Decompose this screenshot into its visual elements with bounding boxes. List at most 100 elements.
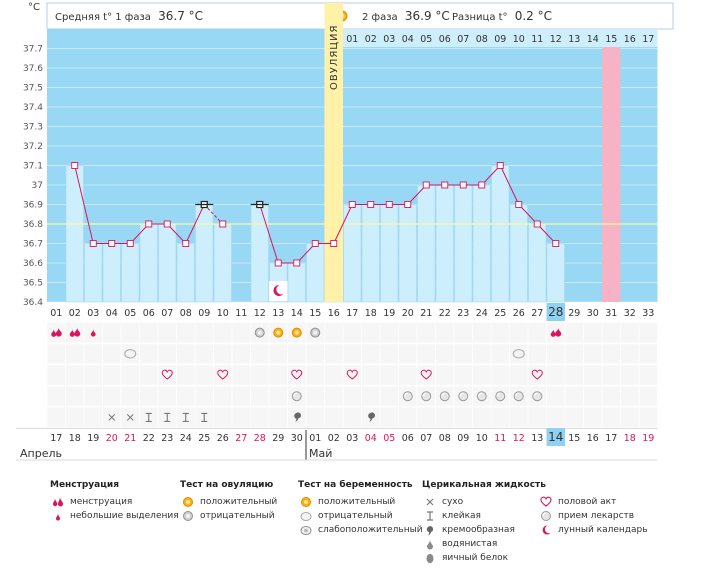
drop-double-icon <box>69 329 75 337</box>
legend-item-sticky: клейкая <box>422 509 546 523</box>
legend-pregnancy-test: Тест на беременность положительный отриц… <box>298 480 423 537</box>
symptom-cell <box>584 323 602 343</box>
phase2-day-label: 02 <box>365 34 377 45</box>
symptom-cell <box>214 386 232 406</box>
calendar-date-label: 13 <box>531 433 543 444</box>
cycle-day-label: 03 <box>87 308 99 319</box>
heart-icon <box>291 369 303 380</box>
legend-item-ov-positive: положительный <box>180 495 277 509</box>
moon-cell <box>269 281 288 301</box>
symptom-cell <box>214 365 232 385</box>
expected-period-column <box>602 29 621 302</box>
cycle-day-label: 21 <box>420 308 432 319</box>
y-tick-label: 36.8 <box>23 220 43 230</box>
pill-icon-shine <box>478 392 482 397</box>
temperature-bar <box>454 184 473 303</box>
symptom-cell <box>343 386 361 406</box>
calendar-date-label: 22 <box>143 433 155 444</box>
phase2-day-label: 16 <box>624 34 636 45</box>
cycle-day-label: 32 <box>624 308 636 319</box>
i-beam-icon <box>201 412 208 422</box>
symptom-cell <box>510 365 528 385</box>
symptom-cell <box>269 365 287 385</box>
legend-ovulation-test: Тест на овуляцию положительный отрицател… <box>180 480 277 523</box>
symptom-cell <box>325 386 343 406</box>
symptom-cell <box>121 386 139 406</box>
symptom-cell <box>491 365 509 385</box>
y-tick-label: 37.4 <box>23 103 43 113</box>
temperature-point <box>311 240 319 247</box>
symptom-cell <box>251 407 269 427</box>
symptom-cell <box>214 344 232 364</box>
calendar-date-label: 06 <box>402 433 414 444</box>
symptom-cell <box>343 407 361 427</box>
calendar-date-label: 11 <box>494 433 506 444</box>
cycle-day-label: 01 <box>50 308 62 319</box>
symptom-cell <box>473 365 491 385</box>
symptom-cell <box>269 407 287 427</box>
temperature-point <box>145 220 153 228</box>
symptom-cell <box>269 344 287 364</box>
phase2-strip <box>343 29 658 47</box>
temperature-point <box>422 181 430 189</box>
heart-icon <box>420 369 432 380</box>
cycle-day-label: 23 <box>457 308 469 319</box>
cycle-day-label: 22 <box>439 308 451 319</box>
symptom-cell <box>158 365 176 385</box>
y-tick-label: 37.3 <box>23 123 43 133</box>
pill-icon-shine <box>293 392 297 397</box>
legend-pregnancy-title: Тест на беременность <box>298 480 413 490</box>
temperature-bar <box>546 243 565 303</box>
drop-double-icon <box>555 327 562 337</box>
temperature-point <box>367 201 375 208</box>
temperature-line <box>499 165 520 205</box>
symptom-cell <box>565 386 583 406</box>
calendar-date-label: 03 <box>346 433 358 444</box>
symptom-cell <box>621 386 639 406</box>
calendar-date-label: 27 <box>235 433 247 444</box>
temperature-point <box>441 181 449 189</box>
calendar-date-label: 23 <box>161 433 173 444</box>
calendar-date-label: 25 <box>198 433 210 444</box>
phase2-day-label: 06 <box>439 34 451 45</box>
symptom-cell <box>639 386 657 406</box>
symptom-cell <box>195 323 213 343</box>
cycle-day-label: 05 <box>124 308 136 319</box>
symptom-cell <box>436 407 454 427</box>
symptom-cell <box>528 323 546 343</box>
temperature-bar <box>102 243 121 303</box>
temperature-point <box>71 162 79 169</box>
pill-icon <box>541 511 551 521</box>
plot-area: 36.4 36.5 36.6 36.7 36.8 36.9 37 37.1 37.2 37.3 37… <box>23 3 658 321</box>
symptom-cell <box>380 344 398 364</box>
temperature-point <box>89 240 97 247</box>
symptom-cell <box>454 344 472 364</box>
phase2-day-label: 15 <box>605 34 617 45</box>
cycle-day-label: 31 <box>605 308 617 319</box>
temperature-bar <box>491 165 510 303</box>
symptom-cell <box>399 407 417 427</box>
temperature-point <box>404 201 412 208</box>
drop-double-icon <box>53 497 63 507</box>
symptom-cell <box>621 344 639 364</box>
y-tick-label: 37.7 <box>23 45 43 55</box>
symptom-cell <box>66 386 84 406</box>
temperature-bar <box>361 204 380 303</box>
legend-item-dry: сухо <box>422 495 546 509</box>
symptom-cell <box>158 386 176 406</box>
symptom-cell <box>306 386 324 406</box>
temperature-point <box>459 181 467 189</box>
temperature-point <box>385 201 393 208</box>
phase2-day-label: 07 <box>457 34 469 45</box>
calendar-date-label: 17 <box>605 433 617 444</box>
moon-icon <box>542 525 551 535</box>
symptom-cell <box>343 323 361 343</box>
symptom-cell <box>177 386 195 406</box>
temperature-point <box>496 162 504 169</box>
calendar-date-label: 24 <box>180 433 192 444</box>
calendar-date-label: 04 <box>365 433 377 444</box>
symptom-cell <box>121 365 139 385</box>
heart-icon <box>217 369 229 380</box>
temperature-point <box>533 220 541 228</box>
symptom-cell <box>325 407 343 427</box>
